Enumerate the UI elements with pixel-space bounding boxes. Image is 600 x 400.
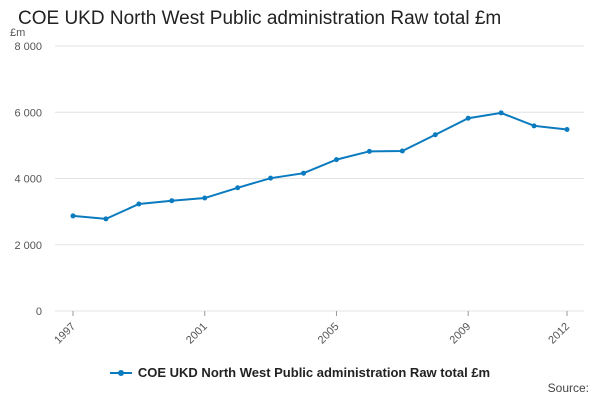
legend-label: COE UKD North West Public administration… xyxy=(137,365,491,380)
x-tick-label: 2005 xyxy=(316,321,342,347)
chart-title: COE UKD North West Public administration… xyxy=(18,8,502,29)
legend-swatch xyxy=(109,367,132,379)
x-tick-label: 1997 xyxy=(52,321,78,347)
data-point[interactable] xyxy=(399,148,405,154)
data-point[interactable] xyxy=(70,213,76,219)
y-tick-label: 8 000 xyxy=(14,41,42,53)
data-point[interactable] xyxy=(465,115,471,121)
x-tick-label: 2012 xyxy=(546,321,572,347)
y-unit-label: £m xyxy=(10,27,25,39)
y-tick-label: 2 000 xyxy=(14,240,42,252)
series-line xyxy=(72,111,568,220)
series-layer xyxy=(70,110,570,222)
legend: COE UKD North West Public administration… xyxy=(0,365,600,380)
data-point[interactable] xyxy=(432,132,438,138)
data-point[interactable] xyxy=(202,195,208,201)
data-point[interactable] xyxy=(333,157,339,163)
data-point[interactable] xyxy=(235,185,241,191)
data-point[interactable] xyxy=(268,175,274,181)
y-axis-ticks: 0 2 000 4 000 6 000 8 000 xyxy=(14,41,42,318)
data-point[interactable] xyxy=(531,123,537,129)
y-tick-label: 6 000 xyxy=(14,107,42,119)
y-tick-label: 4 000 xyxy=(14,174,42,186)
data-point[interactable] xyxy=(136,201,142,207)
data-point[interactable] xyxy=(301,170,307,176)
x-tick-label: 2001 xyxy=(184,321,210,347)
data-point[interactable] xyxy=(366,148,372,154)
y-tick-label: 0 xyxy=(36,306,42,318)
source-link[interactable]: Source: xyxy=(547,381,589,395)
data-point[interactable] xyxy=(169,198,175,204)
x-axis-ticks: 1997 2001 2005 2009 2012 xyxy=(52,311,572,346)
data-point[interactable] xyxy=(498,110,504,116)
data-point[interactable] xyxy=(103,216,109,222)
data-point[interactable] xyxy=(564,126,570,132)
x-tick-label: 2009 xyxy=(448,321,474,347)
gridlines xyxy=(55,45,584,312)
